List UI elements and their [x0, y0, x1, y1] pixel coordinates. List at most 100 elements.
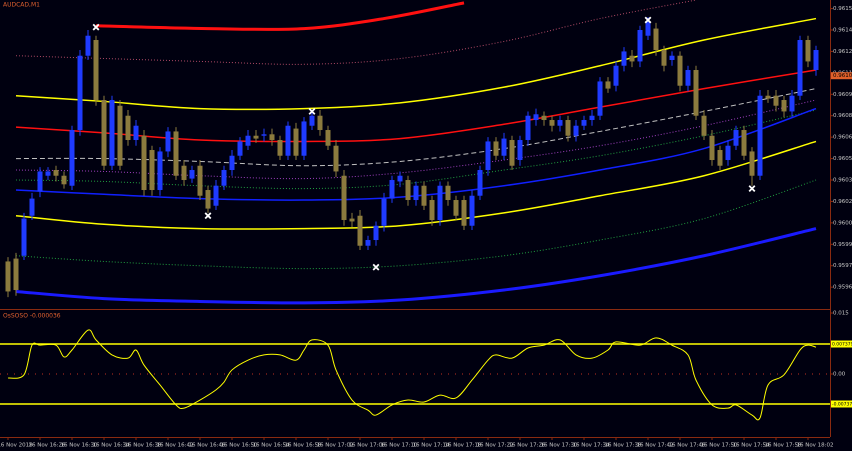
candle-body: [405, 180, 411, 201]
candle-body: [453, 200, 459, 216]
candle-body: [461, 200, 467, 226]
candle-body: [109, 100, 115, 166]
candle-body: [493, 141, 499, 156]
candle-body: [509, 140, 515, 166]
y-tick-label: 0.015: [833, 311, 849, 317]
candle-body: [805, 40, 811, 62]
y-tick-label: 0.96125: [833, 49, 852, 55]
x-tick-label: 16 Nov 16:26: [28, 443, 66, 449]
band-line: [15, 107, 817, 201]
x-tick-label: 16 Nov 17:02: [316, 443, 353, 449]
candle-body: [133, 125, 139, 141]
candle-body: [141, 135, 147, 191]
candle-body: [701, 115, 707, 136]
candle-body: [597, 81, 603, 116]
candle-body: [37, 171, 43, 192]
candle-body: [237, 141, 243, 156]
candle-body: [589, 115, 595, 121]
candle-body: [621, 51, 627, 66]
candle-body: [325, 130, 331, 146]
candle-body: [429, 200, 435, 221]
current-price-box: [831, 72, 852, 80]
candle-body: [93, 40, 99, 101]
candle-body: [629, 55, 635, 62]
x-tick-label: 16 Nov 18:02: [796, 443, 833, 449]
candle-body: [61, 175, 67, 185]
x-tick-label: 16 Nov 16:50: [220, 443, 258, 449]
x-tick-label: 16 Nov 16:46: [188, 443, 226, 449]
candle-body: [573, 125, 579, 136]
candle-body: [181, 165, 187, 181]
x-tick-label: 16 Nov 2018: [0, 443, 33, 449]
candle-body: [189, 170, 195, 179]
candle-body: [797, 40, 803, 96]
candle-body: [789, 95, 795, 112]
candle-body: [285, 125, 291, 156]
candle-body: [333, 145, 339, 172]
candle-body: [221, 170, 227, 186]
candle-body: [549, 120, 555, 126]
candle-body: [309, 115, 315, 126]
x-tick-label: 16 Nov 17:34: [572, 443, 610, 449]
candle-body: [677, 55, 683, 86]
chart-title: AUDCAD,M1: [3, 2, 40, 9]
candle-body: [661, 50, 667, 66]
candle-body: [101, 100, 107, 166]
candle-body: [277, 140, 283, 156]
candle-body: [557, 120, 563, 126]
candle-body: [765, 95, 771, 99]
band-line: [15, 227, 817, 305]
x-tick-label: 16 Nov 17:26: [508, 443, 546, 449]
candle-body: [165, 131, 171, 152]
level-box: [831, 340, 852, 348]
candle-body: [349, 218, 355, 222]
candle-body: [541, 115, 547, 121]
candle-body: [581, 120, 587, 126]
candle-body: [389, 180, 395, 199]
x-tick-label: 16 Nov 17:22: [476, 443, 513, 449]
x-tick-label: 16 Nov 16:58: [284, 443, 322, 449]
level-label: 0.007379: [832, 342, 852, 348]
x-tick-label: 16 Nov 17:54: [732, 443, 770, 449]
fractal-marker: [92, 23, 100, 31]
x-tick-label: 16 Nov 17:58: [764, 443, 802, 449]
candle-body: [301, 121, 307, 156]
candle-body: [85, 35, 91, 56]
candle-body: [253, 135, 259, 139]
y-tick-label: 0.95960: [833, 285, 852, 291]
fractal-marker: [748, 185, 756, 193]
x-tick-label: 16 Nov 16:38: [124, 443, 162, 449]
x-tick-label: 16 Nov 17:46: [668, 443, 706, 449]
candle-body: [293, 128, 299, 156]
x-tick-label: 16 Nov 17:30: [540, 443, 578, 449]
candle-body: [637, 30, 643, 62]
y-tick-label: 0.96005: [833, 220, 852, 226]
candle-body: [437, 185, 443, 221]
candle-body: [685, 70, 691, 86]
candle-body: [693, 70, 699, 116]
x-tick-label: 16 Nov 16:42: [156, 443, 193, 449]
candle-body: [365, 240, 371, 246]
x-tick-label: 16 Nov 16:54: [252, 443, 290, 449]
candle-body: [477, 170, 483, 196]
band-line: [15, 0, 697, 65]
candle-body: [261, 134, 267, 136]
fractal-marker: [204, 212, 212, 220]
candle-body: [485, 141, 491, 171]
current-price-label: 0.96108: [833, 73, 852, 79]
candle-body: [5, 261, 11, 292]
band-line: [15, 140, 817, 230]
y-tick-label: 0.96065: [833, 135, 852, 141]
candle-body: [733, 130, 739, 146]
x-tick-label: 16 Nov 17:38: [604, 443, 642, 449]
candle-body: [605, 81, 611, 89]
fractal-marker: [308, 108, 316, 115]
indicator-line: [7, 329, 817, 421]
x-tick-label: 16 Nov 16:30: [60, 443, 98, 449]
